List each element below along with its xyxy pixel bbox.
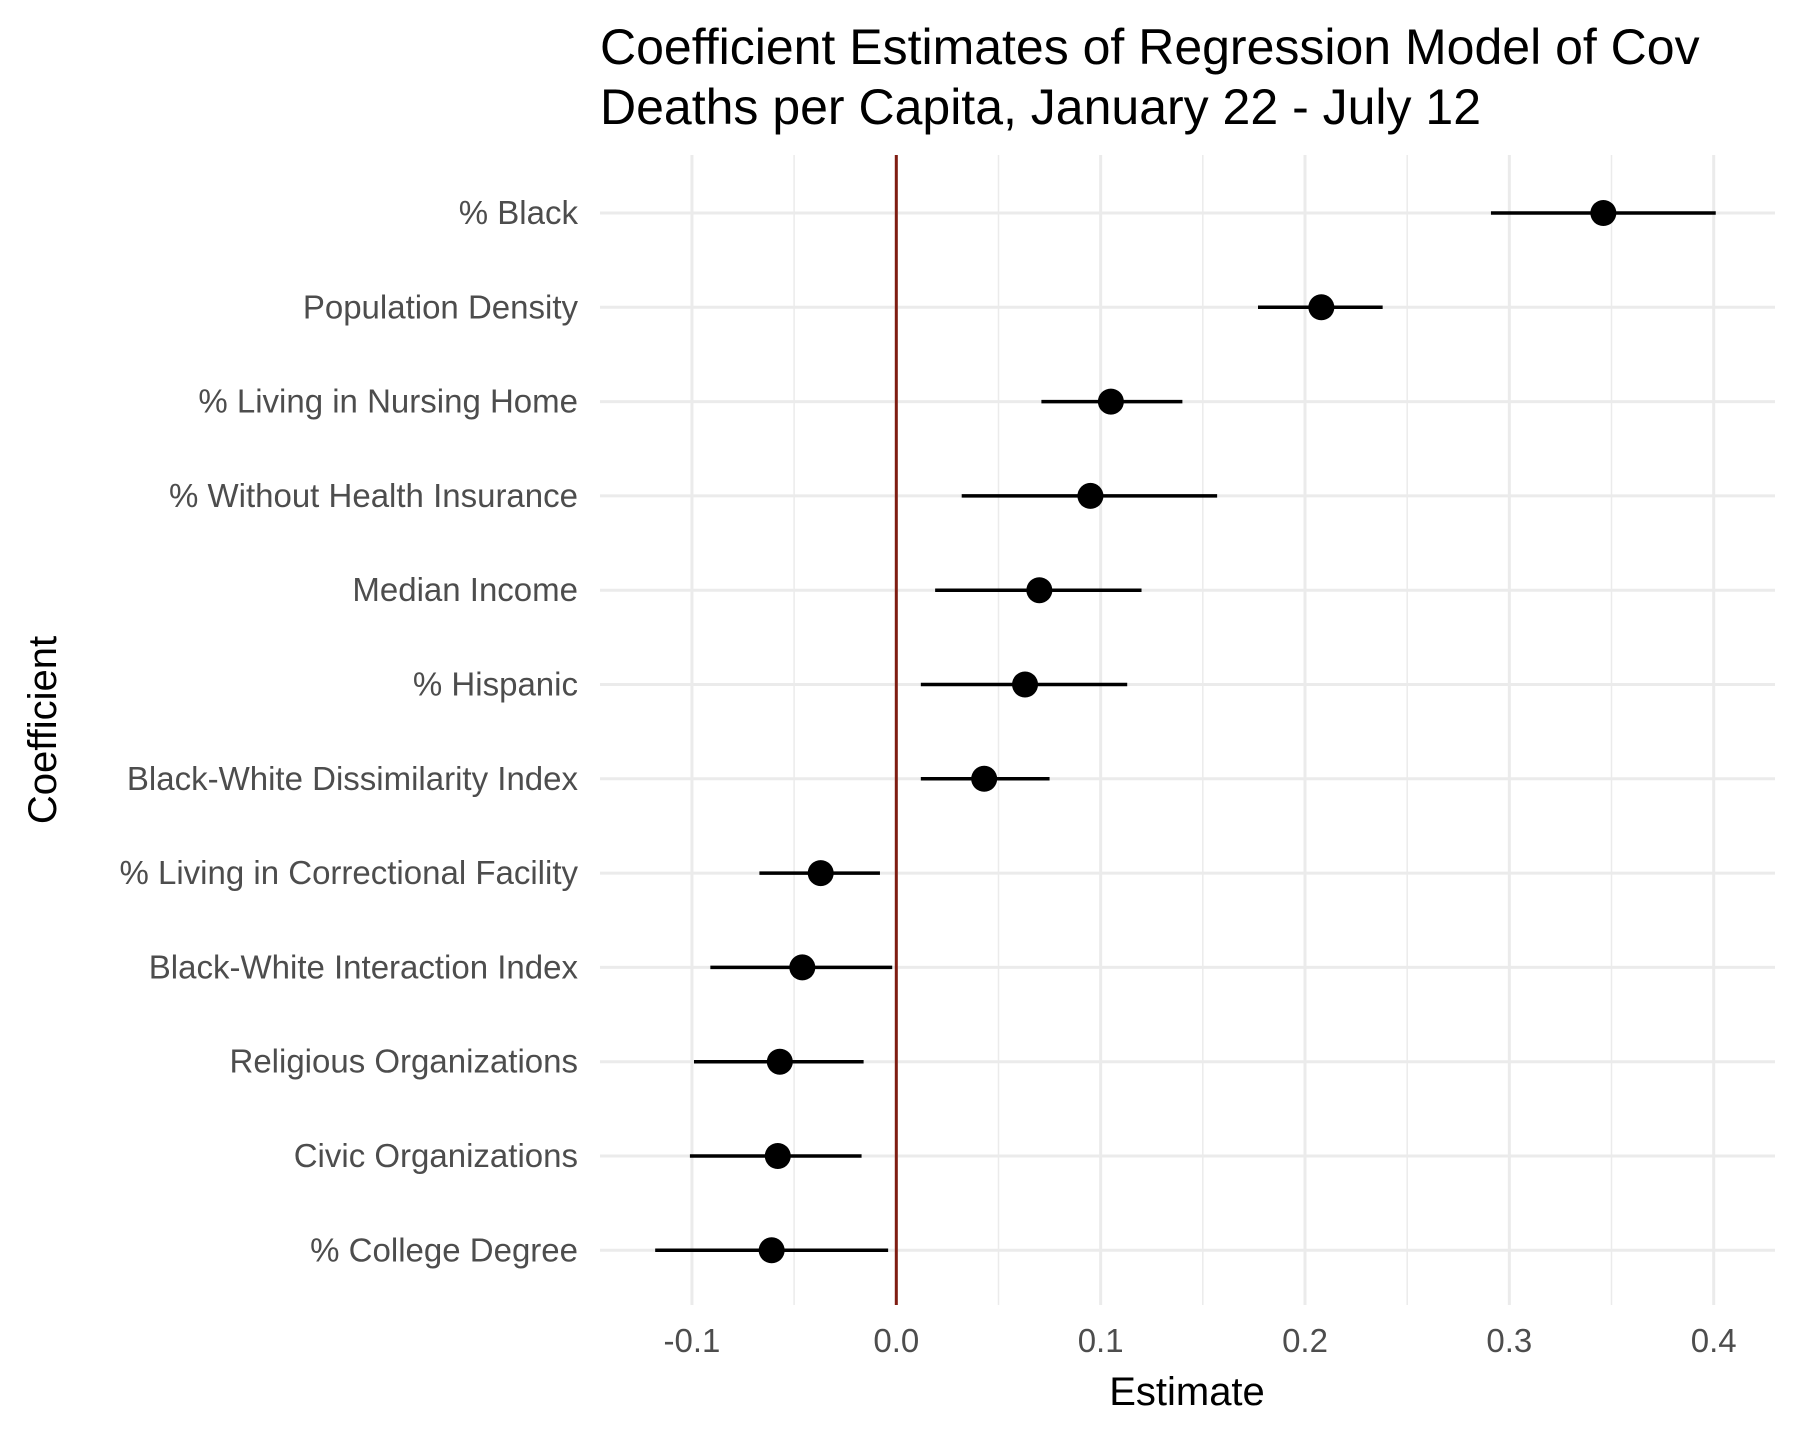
- y-tick-label: % Living in Correctional Facility: [119, 854, 578, 891]
- x-tick-labels: -0.1 0.0 0.1 0.2 0.3 0.4: [664, 1322, 1737, 1359]
- coefficient-marks: [655, 200, 1716, 1264]
- x-tick-label: 0.0: [873, 1322, 919, 1359]
- y-tick-label: Black-White Dissimilarity Index: [127, 760, 579, 797]
- estimate-point: [807, 860, 834, 887]
- estimate-point: [1308, 294, 1335, 321]
- x-axis-title: Estimate: [1109, 1370, 1265, 1414]
- x-tick-label: -0.1: [664, 1322, 721, 1359]
- estimate-point: [1012, 671, 1039, 698]
- y-tick-label: Black-White Interaction Index: [149, 948, 579, 985]
- estimate-point: [1097, 388, 1124, 415]
- estimate-point: [1026, 577, 1053, 604]
- x-tick-label: 0.1: [1078, 1322, 1124, 1359]
- y-tick-label: Civic Organizations: [294, 1137, 578, 1174]
- estimate-point: [1077, 482, 1104, 509]
- y-tick-label: Religious Organizations: [229, 1043, 578, 1080]
- y-tick-label: Median Income: [352, 571, 578, 608]
- estimate-point: [758, 1237, 785, 1264]
- y-tick-label: % Hispanic: [413, 666, 578, 703]
- x-tick-label: 0.3: [1486, 1322, 1532, 1359]
- y-tick-label: % Black: [459, 194, 579, 231]
- grid-lines: [600, 155, 1775, 1305]
- chart-title-line-1: Coefficient Estimates of Regression Mode…: [600, 19, 1700, 75]
- estimate-point: [789, 954, 816, 981]
- y-tick-label: % College Degree: [310, 1231, 578, 1268]
- x-tick-label: 0.4: [1691, 1322, 1737, 1359]
- y-axis-title: Coefficient: [21, 636, 65, 824]
- estimate-point: [1590, 200, 1617, 226]
- estimate-point: [764, 1143, 791, 1169]
- y-tick-label: Population Density: [303, 288, 579, 325]
- chart-title-line-2: Deaths per Capita, January 22 - July 12: [600, 79, 1481, 135]
- estimate-point: [971, 765, 998, 792]
- estimate-point: [766, 1048, 793, 1075]
- y-tick-label: % Living in Nursing Home: [198, 383, 578, 420]
- y-tick-labels: % Black Population Density % Living in Nur…: [119, 194, 578, 1268]
- y-tick-label: % Without Health Insurance: [169, 477, 578, 514]
- x-tick-label: 0.2: [1282, 1322, 1328, 1359]
